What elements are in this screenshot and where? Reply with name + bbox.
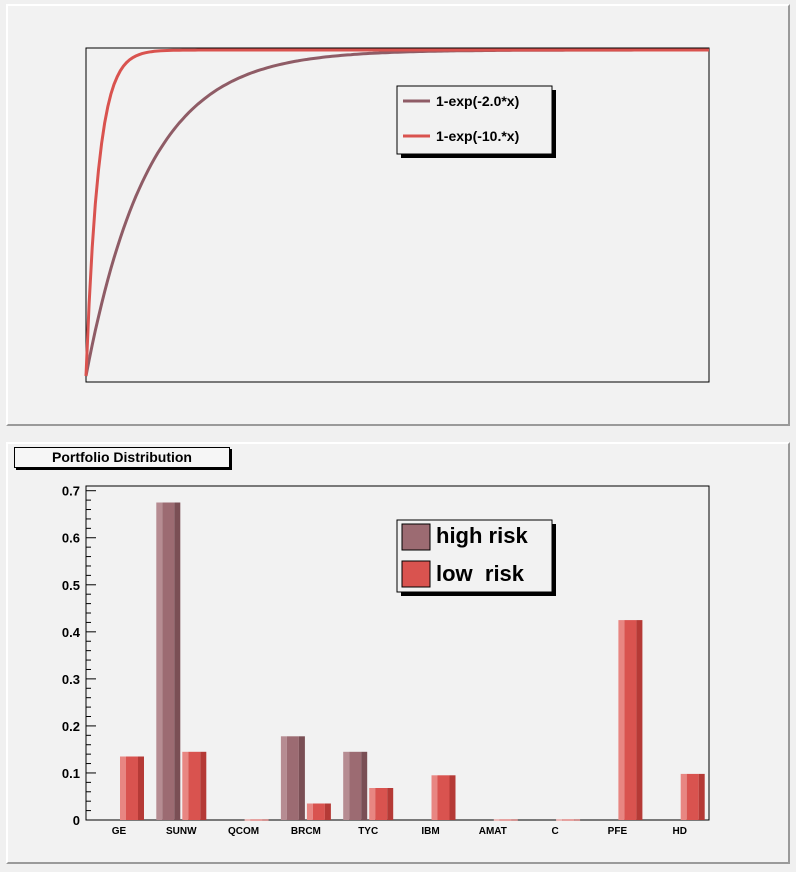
x-tick-label-c: C: [551, 826, 558, 837]
bar-ge-low-risk: [120, 756, 144, 820]
x-tick-label-brcm: BRCM: [291, 826, 321, 837]
bar-legend: high risk low risk: [396, 519, 556, 596]
line-legend: 1-exp(-2.0*x) 1-exp(-10.*x): [396, 85, 556, 158]
bar-hd-low-risk: [680, 773, 705, 820]
y-tick-label: 0.5: [62, 578, 80, 593]
legend-swatch-high-risk: [401, 523, 431, 551]
x-tick-label-sunw: SUNW: [166, 826, 197, 837]
y-tick-label: 0.3: [62, 672, 80, 687]
y-tick-label: 0.6: [62, 531, 80, 546]
x-tick-label-ibm: IBM: [421, 826, 439, 837]
legend-label-fast: 1-exp(-10.*x): [436, 128, 519, 144]
bar-sunw-high-risk: [156, 502, 181, 820]
bar-amat-low-risk: [493, 819, 518, 821]
x-tick-label-pfe: PFE: [608, 826, 628, 837]
legend-label-low-risk: low risk: [436, 561, 525, 586]
y-axis: 0 0.1 0.2 0.3 0.4 0.5 0.6 0.7: [62, 484, 96, 828]
x-tick-label-amat: AMAT: [479, 826, 507, 837]
legend-label-slow: 1-exp(-2.0*x): [436, 93, 519, 109]
bar-sunw-low-risk: [182, 751, 207, 820]
bar-tyc-high-risk: [343, 751, 368, 820]
bar-chart-title: Portfolio Distribution: [14, 447, 230, 468]
y-tick-label: 0: [73, 813, 80, 828]
bars: [120, 502, 705, 821]
legend-swatch-low-risk: [401, 560, 431, 588]
x-tick-label-ge: GE: [112, 826, 127, 837]
x-tick-label-tyc: TYC: [358, 826, 378, 837]
bar-tyc-low-risk: [369, 788, 394, 820]
line-series-1: [84, 48, 709, 377]
y-tick-label: 0.4: [62, 625, 81, 640]
bar-ibm-low-risk: [431, 775, 456, 820]
y-tick-label: 0.1: [62, 766, 80, 781]
y-tick-label: 0.2: [62, 719, 80, 734]
bar-qcom-low-risk: [244, 819, 269, 821]
bar-c-low-risk: [556, 819, 581, 821]
bar-brcm-high-risk: [280, 736, 305, 820]
x-tick-label-hd: HD: [672, 826, 686, 837]
y-tick-label: 0.7: [62, 484, 80, 499]
x-tick-label-qcom: QCOM: [228, 826, 259, 837]
bar-brcm-low-risk: [306, 803, 331, 820]
x-axis-labels: GE SUNW QCOM BRCM TYC IBM AMAT C PFE HD: [112, 826, 687, 837]
legend-label-high-risk: high risk: [436, 523, 528, 548]
bar-pfe-low-risk: [618, 620, 643, 820]
